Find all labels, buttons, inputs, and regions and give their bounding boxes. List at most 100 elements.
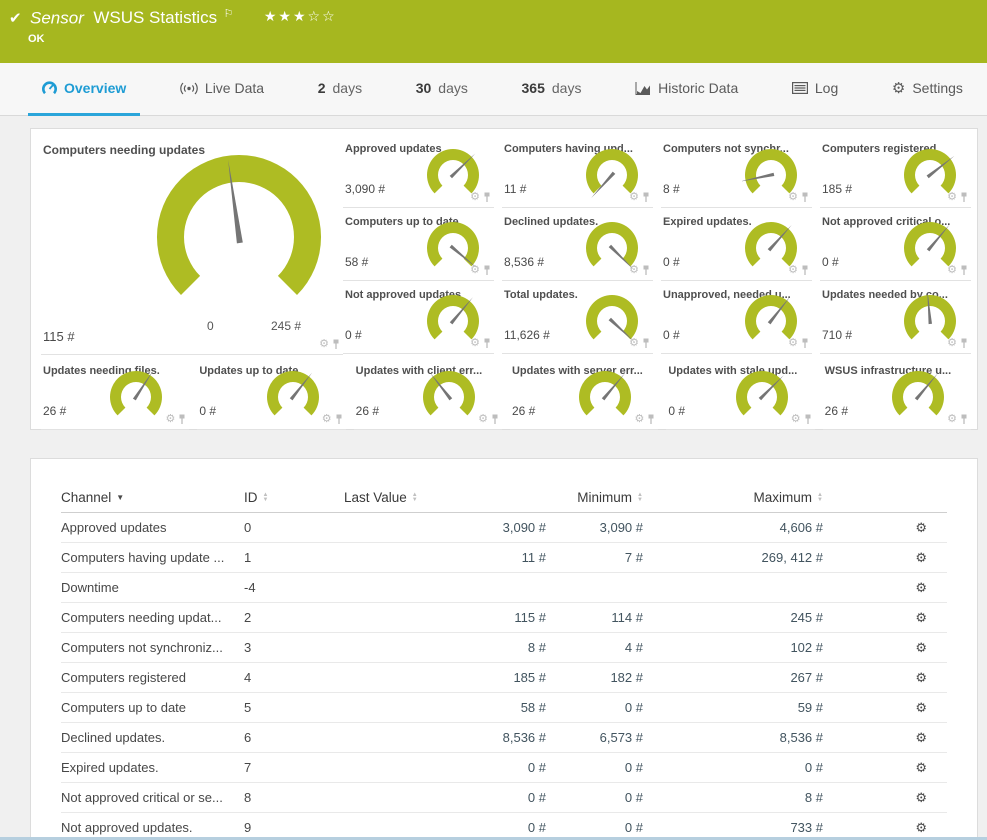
- gauge-cell-updates-needed-by-co[interactable]: Updates needed by co... 710 # ⚙: [820, 281, 971, 354]
- gauge-cell-updates-with-stale-upd[interactable]: Updates with stale upd... 0 # ⚙: [666, 357, 815, 430]
- pin-icon[interactable]: [483, 338, 491, 349]
- gear-icon[interactable]: ⚙: [947, 413, 957, 425]
- column-header-minimum[interactable]: Minimum ▲ ▼: [546, 490, 643, 505]
- pin-icon[interactable]: [804, 414, 812, 425]
- table-row-computers-not-synchroniz: Computers not synchroniz... 3 8 # 4 # 102 # ⚙: [61, 633, 947, 663]
- tab-log[interactable]: Log: [778, 63, 852, 116]
- channel-settings-gear-icon[interactable]: ⚙: [915, 819, 927, 835]
- channel-id: 6: [244, 730, 252, 745]
- gear-icon[interactable]: ⚙: [321, 413, 332, 425]
- pin-icon[interactable]: [960, 192, 968, 203]
- gauge-cell-updates-needing-files[interactable]: Updates needing files. 26 # ⚙: [41, 357, 190, 430]
- pin-icon[interactable]: [642, 338, 650, 349]
- pin-icon[interactable]: [960, 338, 968, 349]
- gear-icon[interactable]: ⚙: [788, 191, 798, 203]
- gauge-cell-computers-up-to-date[interactable]: Computers up to date 58 # ⚙: [343, 208, 494, 281]
- channel-id: 9: [244, 820, 252, 835]
- gear-icon[interactable]: ⚙: [165, 413, 176, 425]
- pin-icon[interactable]: [960, 414, 968, 425]
- gear-icon[interactable]: ⚙: [470, 264, 480, 276]
- pin-icon[interactable]: [647, 414, 655, 425]
- pin-icon[interactable]: [178, 414, 186, 425]
- pin-icon[interactable]: [642, 192, 650, 203]
- gauge-cell-updates-up-to-date[interactable]: Updates up to date. 0 # ⚙: [197, 357, 346, 430]
- gear-icon[interactable]: ⚙: [788, 264, 798, 276]
- channel-maximum: 4,606 #: [779, 520, 823, 535]
- pin-icon-glyph: [961, 338, 967, 348]
- gear-icon[interactable]: ⚙: [629, 264, 639, 276]
- channel-id: 7: [244, 760, 252, 775]
- gauge-value: 26 #: [43, 404, 67, 418]
- pin-icon[interactable]: [491, 414, 499, 425]
- gear-icon[interactable]: ⚙: [947, 337, 957, 349]
- channel-settings-gear-icon[interactable]: ⚙: [915, 669, 927, 685]
- gear-icon[interactable]: ⚙: [319, 338, 329, 350]
- gear-icon[interactable]: ⚙: [788, 337, 798, 349]
- tab-bar: Overview Live Data 2 days 30 days 365 days Histo…: [0, 63, 987, 116]
- gear-icon[interactable]: ⚙: [470, 337, 480, 349]
- tab-historic-data[interactable]: Historic Data: [621, 63, 752, 116]
- tab-settings[interactable]: ⚙ Settings: [878, 63, 977, 116]
- gauge-cell-updates-with-client-err[interactable]: Updates with client err... 26 # ⚙: [353, 357, 502, 430]
- gear-icon[interactable]: ⚙: [947, 264, 957, 276]
- column-header-id[interactable]: ID ▲ ▼: [244, 490, 344, 505]
- tab-2-days[interactable]: 2 days: [304, 63, 376, 116]
- pin-icon[interactable]: [801, 338, 809, 349]
- pin-icon[interactable]: [332, 339, 340, 350]
- tab-365-days[interactable]: 365 days: [508, 63, 596, 116]
- gauge-cell-total-updates[interactable]: Total updates. 11,626 # ⚙: [502, 281, 653, 354]
- channel-settings-gear-icon[interactable]: ⚙: [915, 729, 927, 745]
- gauge-cell-expired-updates[interactable]: Expired updates. 0 # ⚙: [661, 208, 812, 281]
- pin-icon[interactable]: [960, 265, 968, 276]
- column-header-channel[interactable]: Channel ▼: [61, 490, 244, 505]
- gauge-cell-computers-registered[interactable]: Computers registered 185 # ⚙: [820, 135, 971, 208]
- gauge-title: Updates up to date.: [199, 365, 302, 377]
- priority-stars[interactable]: ★★★☆☆: [263, 8, 337, 25]
- channel-settings-gear-icon[interactable]: ⚙: [915, 549, 927, 565]
- gauge-cell-unapproved-needed-u[interactable]: Unapproved, needed u... 0 # ⚙: [661, 281, 812, 354]
- gear-icon[interactable]: ⚙: [629, 191, 639, 203]
- channel-settings-gear-icon[interactable]: ⚙: [915, 789, 927, 805]
- pin-icon[interactable]: [335, 414, 343, 425]
- pin-icon[interactable]: [801, 265, 809, 276]
- tab-label: Settings: [912, 80, 963, 96]
- gauge-value: 8,536 #: [504, 255, 545, 269]
- gear-icon[interactable]: ⚙: [947, 191, 957, 203]
- gauge-cell-updates-with-server-err[interactable]: Updates with server err... 26 # ⚙: [509, 357, 659, 430]
- channel-settings-gear-icon[interactable]: ⚙: [915, 609, 927, 625]
- status-badge: OK: [28, 33, 45, 45]
- gear-icon[interactable]: ⚙: [634, 413, 645, 425]
- gear-icon[interactable]: ⚙: [629, 337, 639, 349]
- gauge-cell-approved-updates[interactable]: Approved updates 3,090 # ⚙: [343, 135, 494, 208]
- gauge-cell-not-approved-critical-o[interactable]: Not approved critical o... 0 # ⚙: [820, 208, 971, 281]
- gauge-cell-declined-updates[interactable]: Declined updates. 8,536 # ⚙: [502, 208, 653, 281]
- gear-icon[interactable]: ⚙: [478, 413, 488, 425]
- gauge-dial: [576, 370, 634, 426]
- gauge-dial: [742, 294, 800, 350]
- pin-icon[interactable]: [483, 265, 491, 276]
- channel-settings-gear-icon[interactable]: ⚙: [915, 519, 927, 535]
- pin-icon[interactable]: [483, 192, 491, 203]
- gauge-cell-computers-having-upd[interactable]: Computers having upd... 11 # ⚙: [502, 135, 653, 208]
- gear-icon[interactable]: ⚙: [470, 191, 480, 203]
- channel-settings-gear-icon[interactable]: ⚙: [915, 759, 927, 775]
- gauge-cell-computers-not-synchr[interactable]: Computers not synchr... 8 # ⚙: [661, 135, 812, 208]
- gauge-cell-computers-needing-updates[interactable]: Computers needing updates 0 245 # 115 # …: [41, 135, 343, 355]
- gear-icon[interactable]: ⚙: [790, 413, 801, 425]
- pin-icon[interactable]: [801, 192, 809, 203]
- tab-30-days[interactable]: 30 days: [402, 63, 482, 116]
- gauge-cell-not-approved-updates[interactable]: Not approved updates 0 # ⚙: [343, 281, 494, 354]
- tab-live-data[interactable]: Live Data: [166, 63, 278, 116]
- channel-settings-gear-icon[interactable]: ⚙: [915, 699, 927, 715]
- table-row-computers-registered: Computers registered 4 185 # 182 # 267 # ⚙: [61, 663, 947, 693]
- gauge-value: 11 #: [504, 182, 527, 196]
- pin-icon[interactable]: [642, 265, 650, 276]
- tab-overview[interactable]: Overview: [28, 63, 141, 116]
- flag-icon[interactable]: ⚐: [223, 8, 234, 20]
- column-header-last-value[interactable]: Last Value ▲ ▼: [344, 490, 546, 505]
- gauge-cell-wsus-infrastructure-u[interactable]: WSUS infrastructure u... 26 # ⚙: [822, 357, 971, 430]
- channel-settings-gear-icon[interactable]: ⚙: [915, 639, 927, 655]
- channel-settings-gear-icon[interactable]: ⚙: [915, 579, 927, 595]
- column-header-maximum[interactable]: Maximum ▲ ▼: [643, 490, 823, 505]
